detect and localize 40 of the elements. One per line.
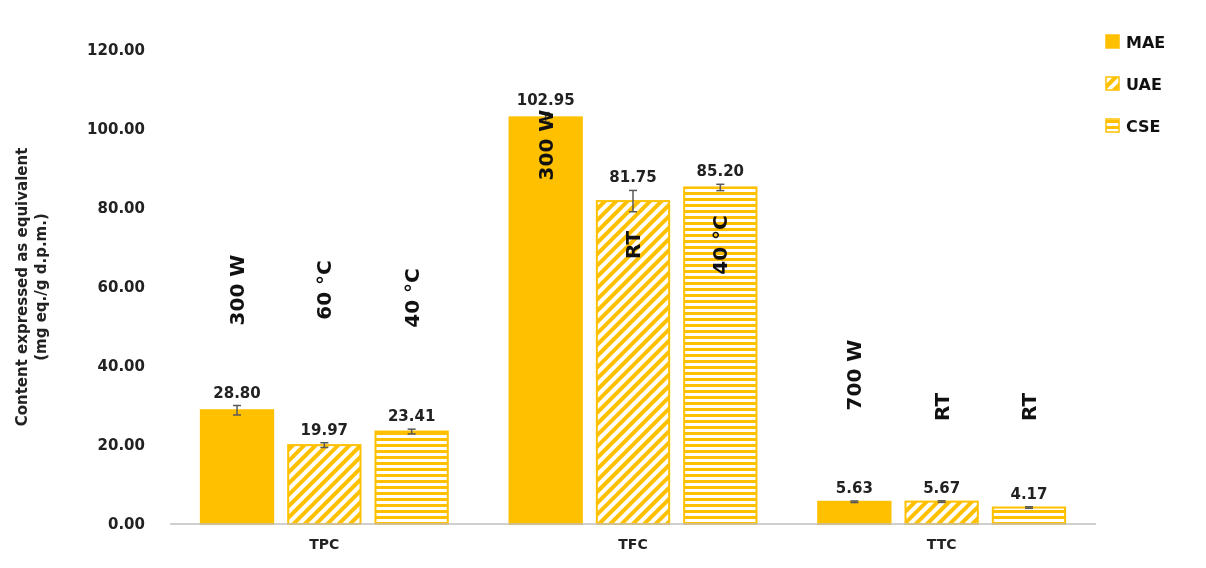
bar [287, 444, 362, 525]
x-tick-label: TPC [309, 535, 340, 552]
y-tick-label: 120.00 [87, 41, 145, 60]
y-tick-label: 0.00 [107, 515, 145, 534]
data-label: 5.63 [835, 478, 873, 497]
data-label: 102.95 [516, 90, 575, 109]
data-label: 4.17 [1010, 484, 1048, 503]
bar [991, 506, 1067, 525]
data-label: 19.97 [300, 420, 349, 439]
legend-label: UAE [1126, 74, 1162, 94]
x-tick-label: TFC [618, 535, 648, 552]
bar [683, 186, 758, 525]
x-tick-label: TTC [926, 535, 957, 552]
data-label: 81.75 [609, 168, 657, 187]
bar [595, 200, 671, 525]
bar [904, 500, 979, 525]
data-label: 85.20 [696, 162, 745, 181]
y-tick-label: 40.00 [97, 357, 145, 376]
annotation: 300 W [225, 254, 250, 326]
annotation: 700 W [842, 339, 867, 411]
annotation: RT [929, 392, 954, 422]
annotation: RT [1016, 392, 1041, 422]
annotation: 40 °C [399, 268, 424, 328]
annotation: 40 °C [708, 215, 733, 275]
legend-label: CSE [1126, 116, 1161, 136]
annotation: RT [621, 230, 645, 260]
data-label: 28.80 [213, 383, 261, 402]
data-label: 5.67 [923, 478, 961, 497]
y-tick-label: 80.00 [97, 199, 145, 218]
bar [817, 500, 892, 525]
y-axis-title: Content expressed as equivalent (mg eq./g d.p.m.) [13, 147, 50, 427]
bar [374, 430, 449, 525]
y-tick-label: 60.00 [97, 278, 145, 297]
annotation: 300 W [533, 109, 558, 181]
bar [199, 409, 275, 525]
legend-label: MAE [1126, 32, 1166, 52]
annotation: 60 °C [312, 260, 337, 320]
y-tick-label: 20.00 [97, 436, 145, 455]
data-label: 23.41 [387, 407, 436, 426]
y-tick-label: 100.00 [87, 120, 145, 139]
